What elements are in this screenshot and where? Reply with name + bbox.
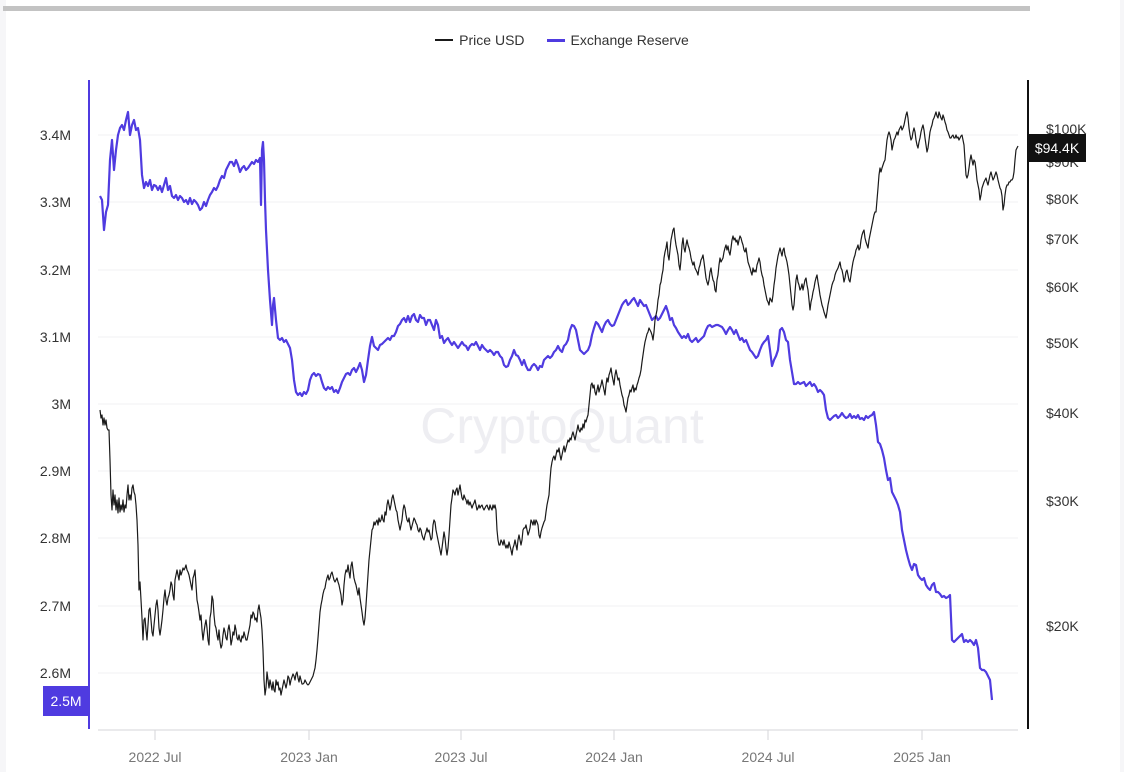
legend-label-reserve: Exchange Reserve <box>570 32 689 48</box>
right-tick-label: $60K <box>1046 279 1079 295</box>
legend-item-exchange-reserve[interactable]: Exchange Reserve <box>546 32 689 48</box>
left-page-edge <box>0 0 6 772</box>
left-tick-label: 2.8M <box>40 530 71 546</box>
x-tick-label: 2025 Jan <box>893 749 951 765</box>
x-axis: 2022 Jul 2023 Jan 2023 Jul 2024 Jan 2024… <box>98 729 1018 765</box>
right-tick-label: $50K <box>1046 335 1079 351</box>
right-tick-label: $20K <box>1046 618 1079 634</box>
exchange-reserve-line[interactable] <box>99 110 994 701</box>
left-tick-label: 2.7M <box>40 598 71 614</box>
left-tick-label: 3.1M <box>40 329 71 345</box>
x-tick-label: 2024 Jan <box>585 749 643 765</box>
reserve-current-badge: 2.5M <box>43 686 89 716</box>
reserve-current-value: 2.5M <box>50 693 81 709</box>
left-tick-label: 3.2M <box>40 262 71 278</box>
legend-item-price-usd[interactable]: Price USD <box>435 32 525 48</box>
price-usd-line[interactable] <box>99 111 1019 696</box>
right-page-edge <box>1120 0 1124 772</box>
right-tick-label: $100K <box>1046 121 1087 137</box>
price-current-badge: $94.4K <box>1029 134 1086 162</box>
price-line-swatch-icon <box>435 39 454 41</box>
top-scroll-bar[interactable] <box>3 6 1030 11</box>
price-current-value: $94.4K <box>1035 140 1080 156</box>
left-tick-label: 3.3M <box>40 194 71 210</box>
reserve-line-swatch-icon <box>546 38 565 42</box>
left-tick-label: 2.6M <box>40 665 71 681</box>
right-tick-label: $80K <box>1046 191 1079 207</box>
right-tick-label: $30K <box>1046 493 1079 509</box>
watermark-logo: CryptoQuant <box>420 398 704 454</box>
x-tick-label: 2022 Jul <box>129 749 182 765</box>
gridlines <box>98 134 1018 674</box>
right-tick-label: $70K <box>1046 231 1079 247</box>
x-tick-label: 2024 Jul <box>742 749 795 765</box>
chart-legend: Price USD Exchange Reserve <box>0 32 1124 48</box>
left-axis: 3.4M 3.3M 3.2M 3.1M 3M 2.9M 2.8M 2.7M 2.… <box>40 80 90 729</box>
x-tick-label: 2023 Jul <box>435 749 488 765</box>
legend-label-price: Price USD <box>459 32 525 48</box>
right-axis: $100K $90K $80K $70K $60K $50K $40K $30K… <box>1027 80 1087 729</box>
left-tick-label: 3.4M <box>40 127 71 143</box>
left-tick-label: 3M <box>52 396 71 412</box>
right-tick-label: $40K <box>1046 405 1079 421</box>
left-tick-label: 2.9M <box>40 463 71 479</box>
x-tick-label: 2023 Jan <box>280 749 338 765</box>
